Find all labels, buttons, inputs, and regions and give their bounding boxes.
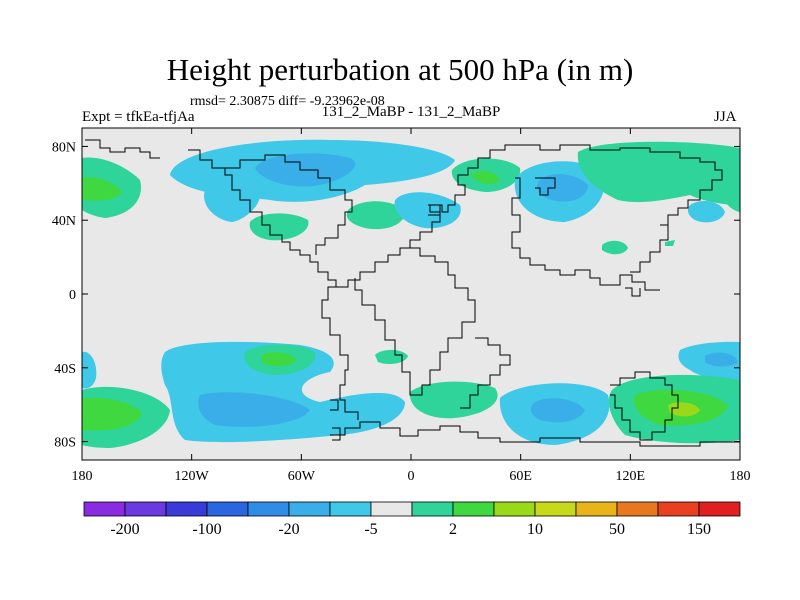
coastline: [520, 144, 723, 226]
colorbar-swatch: [575, 501, 618, 517]
x-axis-ticks: 180 120W 60W 0 60E 120E 180: [72, 128, 751, 484]
colorbar-swatch: [124, 501, 167, 517]
colorbar-swatch: [411, 501, 454, 517]
x-tick-label: 60W: [288, 469, 316, 484]
y-axis-ticks: 80N 40N 0 40S 80S: [52, 140, 740, 451]
colorbar-label: -5: [364, 521, 377, 538]
coastline: [321, 286, 359, 420]
contour-negative-region: [204, 181, 261, 222]
colorbar-swatch: [534, 501, 577, 517]
contour-positive-region: [602, 240, 628, 255]
y-tick-label: 0: [69, 288, 76, 303]
colorbar-swatch: [493, 501, 536, 517]
coastline: [330, 399, 339, 411]
colorbar-label: 150: [687, 521, 711, 538]
coastline: [428, 204, 441, 216]
coastline-layer: [85, 139, 740, 447]
contour-negative-region: [687, 200, 725, 223]
contour-positive-region: [470, 170, 500, 185]
x-tick-label: 120W: [175, 469, 210, 484]
coastline: [332, 427, 341, 441]
y-tick-label: 40S: [54, 362, 76, 377]
contour-positive-region: [668, 402, 700, 417]
colorbar-label: 2: [449, 521, 457, 538]
colorbar-swatch: [83, 501, 126, 517]
experiment-label: Expt = tfkEa-tfjAa: [82, 109, 195, 125]
colorbar-label: 50: [609, 521, 625, 538]
x-tick-label: 60E: [509, 469, 532, 484]
y-tick-label: 80N: [52, 140, 76, 155]
colorbar-swatch: [206, 501, 249, 517]
colorbar-swatch: [165, 501, 208, 517]
coastline: [535, 177, 556, 196]
colorbar-swatch: [247, 501, 290, 517]
x-tick-label: 120E: [616, 469, 646, 484]
coastline: [511, 177, 610, 286]
plot-title: Height perturbation at 500 hPa (in m): [166, 52, 634, 87]
coastline: [610, 274, 660, 291]
coastline: [354, 247, 476, 396]
contour-positive-region: [409, 381, 498, 419]
coastline: [330, 421, 740, 447]
y-tick-label: 80S: [54, 436, 76, 451]
y-tick-label: 40N: [52, 214, 76, 229]
x-tick-label: 180: [72, 469, 93, 484]
colorbar-swatch: [370, 501, 413, 517]
colorbar-swatch: [288, 501, 331, 517]
colorbar-label: 10: [527, 521, 543, 538]
contour-positive-region: [262, 352, 296, 367]
coastline: [625, 287, 641, 297]
season-label: JJA: [714, 109, 737, 125]
colorbar-label: -200: [110, 521, 139, 538]
contour-positive-region: [82, 177, 122, 201]
coastline: [630, 224, 669, 273]
contour-negative-region: [198, 392, 310, 427]
coastline: [85, 139, 160, 159]
colorbar: -200 -100 -20 -5 2 10 50 150: [83, 501, 741, 538]
contour-negative-region: [82, 351, 97, 389]
contour-negative-region: [537, 174, 588, 202]
colorbar-label: -20: [278, 521, 299, 538]
colorbar-swatch: [616, 501, 659, 517]
colorbar-label: -100: [192, 521, 221, 538]
contour-positive-region: [249, 213, 309, 241]
colorbar-swatch: [329, 501, 372, 517]
contour-positive-region: [375, 349, 408, 364]
contour-positive-region: [665, 240, 675, 246]
contour-negative-region: [394, 192, 461, 229]
stats-line: rmsd= 2.30875 diff= -9.23962e-08: [190, 94, 385, 109]
coastline: [225, 154, 353, 255]
coastline: [420, 144, 520, 233]
contour-positive-region: [346, 201, 405, 230]
contour-negative-region: [530, 398, 585, 423]
coastline: [336, 231, 428, 288]
contour-positive-region: [82, 397, 142, 431]
colorbar-swatch: [698, 501, 741, 517]
x-tick-label: 0: [408, 469, 415, 484]
contour-fill-layer: [82, 139, 740, 448]
contour-negative-region: [705, 352, 738, 367]
colorbar-swatch: [657, 501, 700, 517]
coastline: [460, 337, 511, 409]
case-label: 131_2_MaBP - 131_2_MaBP: [321, 104, 501, 120]
colorbar-swatch: [452, 501, 495, 517]
coastline: [610, 371, 679, 441]
x-tick-label: 180: [730, 469, 751, 484]
